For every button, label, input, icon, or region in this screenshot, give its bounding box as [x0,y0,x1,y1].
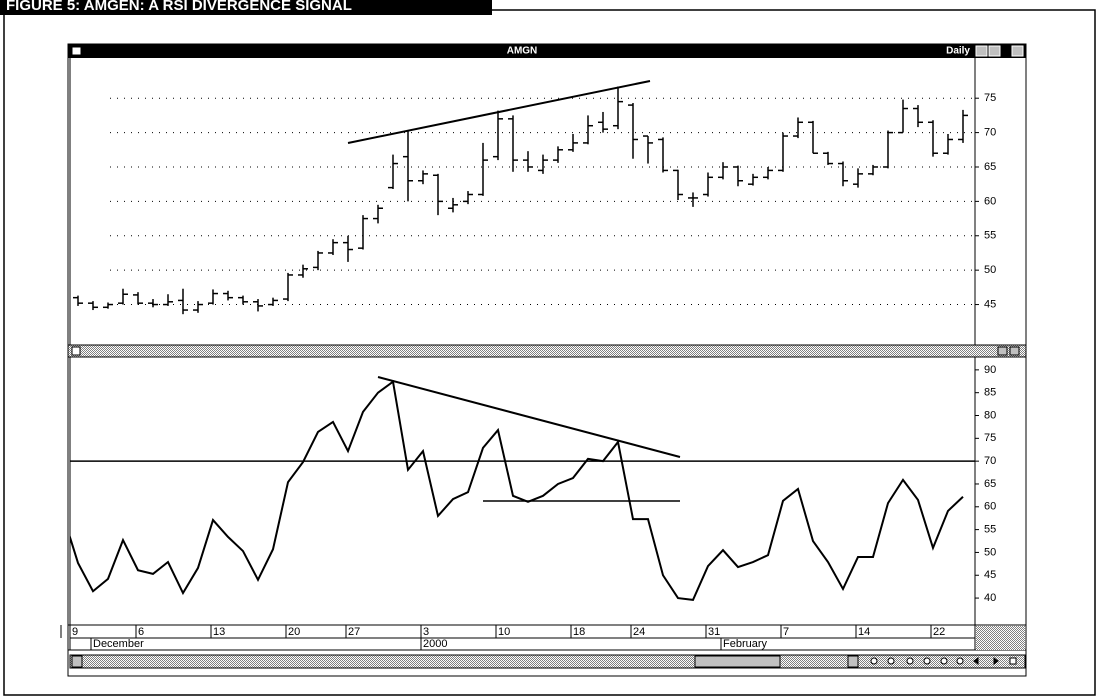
pane-divider [67,344,1027,358]
y-tick-label: 65 [984,161,996,173]
date-label: 27 [348,626,360,638]
date-label: 31 [708,626,720,638]
maximize-button[interactable] [988,45,1001,57]
minimize-button[interactable] [975,45,988,57]
pane-icon[interactable] [71,346,81,356]
date-label: 20 [288,626,300,638]
date-label: 3 [423,626,429,638]
price-trendline [347,80,651,144]
month-label: December [93,638,144,650]
figure-title: FIGURE 5: AMGEN: A RSI DIVERGENCE SIGNAL [6,0,352,14]
y-tick-label: 55 [984,230,996,242]
y-tick-label: 70 [984,455,996,467]
month-label: 2000 [423,638,447,650]
date-label: 18 [573,626,585,638]
rsi-line [70,379,964,601]
y-tick-label: 45 [984,298,996,310]
scroll-right[interactable] [847,655,859,668]
date-label: 13 [213,626,225,638]
toolbar-icons[interactable] [870,657,1017,665]
close-button[interactable] [1011,45,1024,57]
scrollbar[interactable] [69,654,1026,669]
y-tick-label: 50 [984,546,996,558]
date-label: 9 [72,626,78,638]
y-tick-label: 80 [984,409,996,421]
date-label: 10 [498,626,510,638]
date-label: 22 [933,626,945,638]
window [67,43,1027,677]
figure-header [0,0,492,15]
pane-close[interactable] [1009,346,1020,356]
y-tick-label: 50 [984,264,996,276]
date-label: 14 [858,626,870,638]
scroll-left[interactable] [71,655,83,668]
window-title-bar [68,44,1026,58]
pane-restore[interactable] [997,346,1008,356]
y-tick-label: 60 [984,501,996,513]
y-tick-label: 70 [984,127,996,139]
date-label: 6 [138,626,144,638]
date-label: 24 [633,626,645,638]
figure-frame [3,9,1096,696]
date-label: 7 [783,626,789,638]
window-menu-icon[interactable] [71,46,82,56]
window-title: AMGN [507,46,538,57]
axis-corner [976,626,1025,650]
month-label: February [723,638,768,650]
y-tick-label: 40 [984,592,996,604]
y-tick-label: 60 [984,195,996,207]
scroll-thumb[interactable] [694,655,781,668]
period-label: Daily [946,46,970,57]
y-tick-label: 55 [984,524,996,536]
rsi-trendline [377,376,681,458]
y-tick-label: 75 [984,92,996,104]
y-tick-label: 85 [984,387,996,399]
y-tick-label: 75 [984,432,996,444]
y-tick-label: 65 [984,478,996,490]
y-tick-label: 45 [984,569,996,581]
y-tick-label: 90 [984,364,996,376]
